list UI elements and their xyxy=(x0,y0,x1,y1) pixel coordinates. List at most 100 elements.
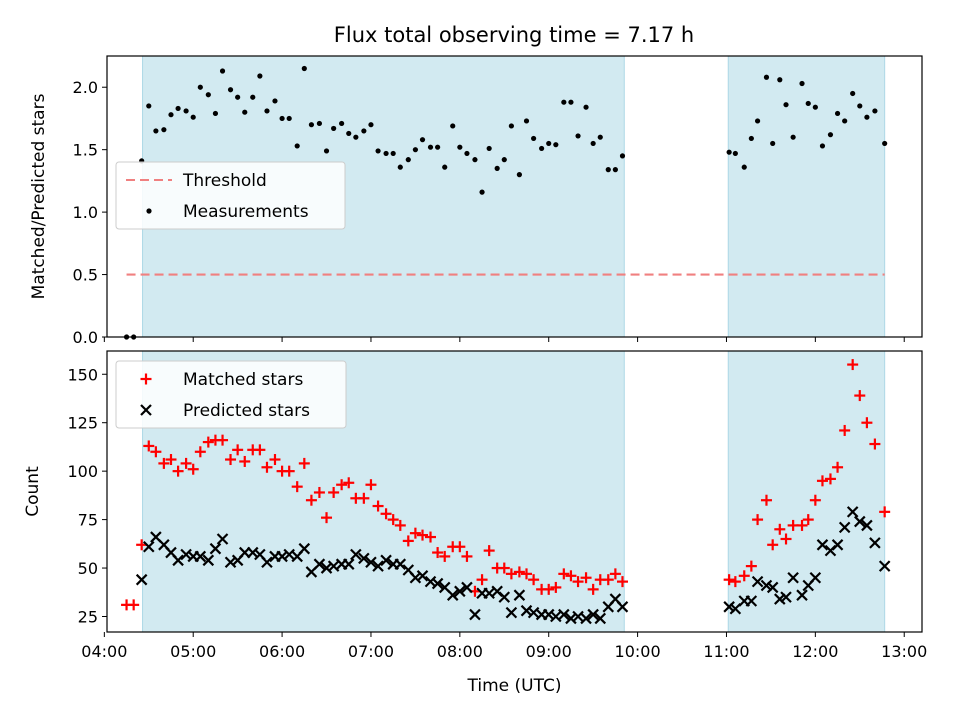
predicted-star-point xyxy=(454,585,466,598)
y-tick-label: 75 xyxy=(78,511,98,530)
ratio-axes-frame xyxy=(106,55,923,338)
matched-star-point xyxy=(802,514,814,526)
predicted-star-point xyxy=(846,506,859,518)
matched-star-point xyxy=(283,465,295,477)
predicted-star-point xyxy=(838,521,851,534)
ratio-y-axis: 0.0 0.5 1.0 1.5 2.0 xyxy=(73,78,107,347)
measurement-point xyxy=(183,108,189,114)
matched-star-point xyxy=(187,463,199,475)
predicted-star-point xyxy=(358,552,370,565)
predicted-legend-marker xyxy=(140,404,152,416)
measurement-point xyxy=(819,143,826,149)
count-panel: 04:00 05:00 06:00 07:00 08:00 09:00 10:00 11:00… xyxy=(23,350,927,696)
matched-star-point xyxy=(328,486,340,498)
measurements-legend-label: Measurements xyxy=(183,202,309,222)
matched-star-point xyxy=(809,494,821,506)
predicted-star-point xyxy=(513,589,526,601)
matched-star-point xyxy=(869,438,881,450)
measurement-point xyxy=(864,114,870,120)
measurement-point xyxy=(464,150,470,157)
y-tick-label: 0.5 xyxy=(73,266,98,285)
predicted-star-point xyxy=(469,608,481,621)
matched-star-point xyxy=(254,444,266,456)
measurement-point xyxy=(353,134,359,140)
predicted-star-point xyxy=(261,556,273,569)
measurement-point xyxy=(531,135,537,142)
predicted-star-point xyxy=(816,539,829,551)
predicted-star-point xyxy=(380,554,392,567)
predicted-star-point xyxy=(861,519,873,532)
measurement-point xyxy=(257,73,263,79)
measurement-point xyxy=(546,140,552,147)
matched-star-point xyxy=(752,514,764,526)
predicted-star-point xyxy=(298,542,311,555)
matched-star-point xyxy=(380,508,392,520)
predicted-star-point xyxy=(372,560,384,572)
measurement-point xyxy=(235,94,241,100)
matched-star-point xyxy=(738,570,750,582)
matched-star-point xyxy=(365,479,377,491)
predicted-star-point xyxy=(809,571,822,584)
predicted-star-point xyxy=(313,558,326,570)
matched-star-point xyxy=(824,473,836,485)
measurement-point xyxy=(250,94,256,100)
measurement-point xyxy=(523,118,530,124)
count-y-label: Count xyxy=(23,466,43,517)
figure-title: Flux total observing time = 7.17 h xyxy=(334,23,694,47)
y-tick-label: 2.0 xyxy=(73,78,98,97)
matched-star-point xyxy=(432,547,444,559)
matched-star-point xyxy=(461,550,473,562)
matched-star-point xyxy=(291,481,303,493)
matched-star-point xyxy=(580,572,592,584)
predicted-star-point xyxy=(869,537,881,549)
matched-star-point xyxy=(439,550,451,562)
measurement-point xyxy=(301,65,307,72)
threshold-legend-label: Threshold xyxy=(182,171,267,191)
count-markers xyxy=(121,359,891,625)
predicted-star-point xyxy=(194,550,207,563)
y-tick-label: 25 xyxy=(78,607,98,626)
x-tick-label: 12:00 xyxy=(792,642,838,661)
y-tick-label: 150 xyxy=(67,365,98,384)
matched-star-point xyxy=(150,446,162,458)
matched-star-point xyxy=(839,424,851,436)
matched-star-point xyxy=(767,539,779,551)
measurement-point xyxy=(842,118,848,124)
measurement-point xyxy=(272,98,278,104)
x-tick-label: 10:00 xyxy=(615,642,661,661)
predicted-star-point xyxy=(594,612,607,625)
measurement-point xyxy=(754,118,761,124)
predicted-star-point xyxy=(831,539,844,551)
measurement-point xyxy=(799,80,805,87)
matched-star-point xyxy=(454,541,466,553)
matched-star-point xyxy=(558,568,570,580)
matched-star-point xyxy=(832,461,844,473)
predicted-star-point xyxy=(745,595,758,607)
matched-star-point xyxy=(476,574,488,586)
x-tick-label: 06:00 xyxy=(259,642,305,661)
matched-star-point xyxy=(425,531,437,543)
measurement-point xyxy=(286,115,292,122)
matched-star-point xyxy=(321,512,333,524)
measurement-point xyxy=(501,157,507,163)
predicted-star-point xyxy=(394,558,407,570)
measurement-point xyxy=(741,164,747,170)
measurement-point xyxy=(827,132,834,138)
matched-star-point xyxy=(505,568,517,580)
matched-star-point xyxy=(261,461,273,473)
y-tick-label: 0.0 xyxy=(73,328,98,347)
matched-star-point xyxy=(520,568,532,580)
ratio-y-label: Matched/Predicted stars xyxy=(29,93,49,299)
ratio-legend: Threshold Measurements xyxy=(115,161,346,230)
measurement-point xyxy=(486,145,492,152)
predicted-legend-label: Predicted stars xyxy=(183,401,310,421)
matched-star-point xyxy=(336,479,348,491)
measurement-point xyxy=(331,125,337,132)
measurement-point xyxy=(397,164,403,170)
matched-legend-marker xyxy=(140,373,152,385)
measurements-legend-swatch xyxy=(146,208,152,214)
measurement-point xyxy=(457,144,463,150)
measurement-point xyxy=(153,128,159,134)
predicted-star-point xyxy=(209,542,222,555)
